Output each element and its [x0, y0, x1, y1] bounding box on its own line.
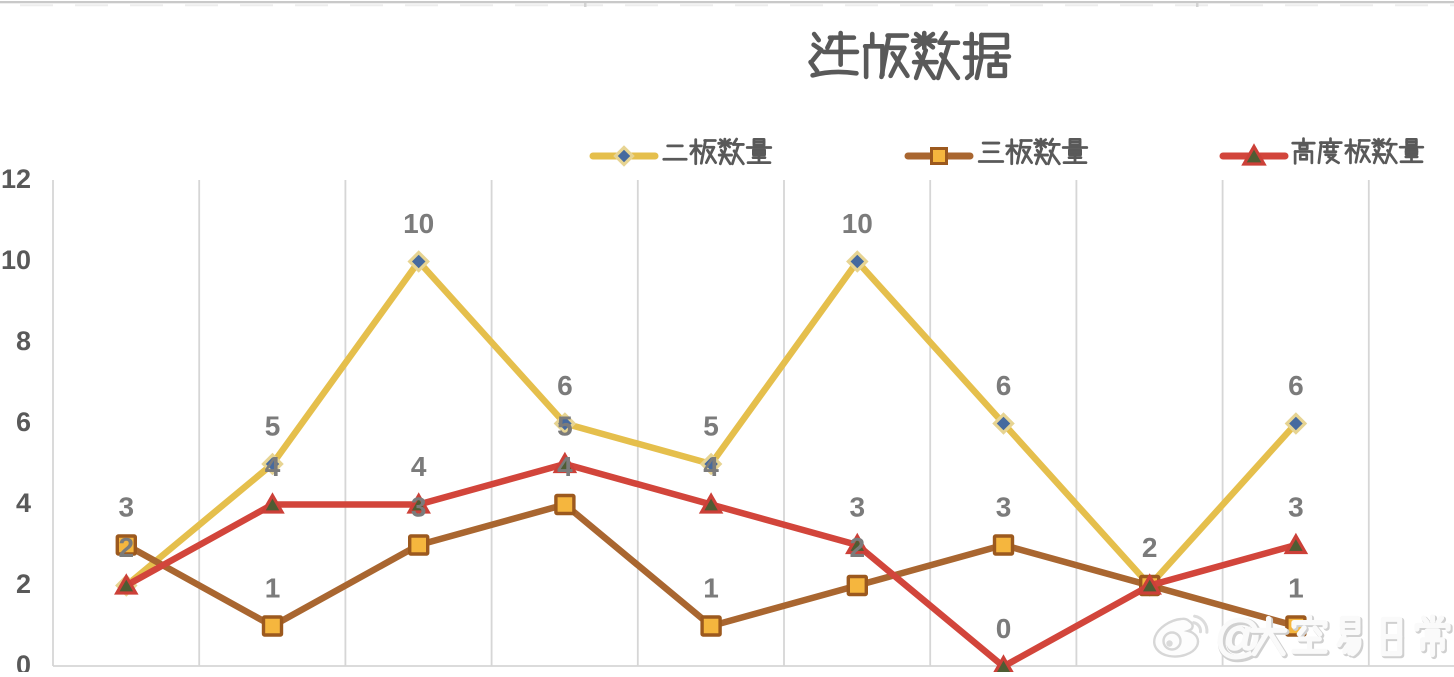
svg-text:4: 4 — [16, 488, 31, 518]
svg-text:3: 3 — [996, 492, 1012, 523]
svg-text:12: 12 — [1, 164, 31, 194]
svg-text:1: 1 — [265, 573, 281, 604]
svg-text:6: 6 — [1288, 370, 1304, 401]
svg-text:0: 0 — [996, 613, 1012, 644]
svg-text:0: 0 — [16, 650, 31, 672]
svg-text:6: 6 — [557, 370, 573, 401]
svg-text:4: 4 — [703, 451, 719, 482]
svg-text:4: 4 — [265, 451, 281, 482]
svg-text:2: 2 — [1142, 532, 1158, 563]
svg-text:6: 6 — [16, 407, 31, 437]
svg-text:@: @ — [1217, 612, 1264, 664]
svg-text:5: 5 — [557, 411, 573, 442]
svg-text:10: 10 — [1, 245, 31, 275]
svg-text:10: 10 — [842, 208, 873, 239]
svg-text:3: 3 — [119, 492, 135, 523]
svg-text:1: 1 — [703, 573, 719, 604]
svg-text:3: 3 — [1288, 492, 1304, 523]
svg-text:3: 3 — [411, 492, 427, 523]
svg-text:5: 5 — [265, 411, 281, 442]
svg-text:1: 1 — [1288, 573, 1304, 604]
svg-text:2: 2 — [119, 532, 135, 563]
svg-text:8: 8 — [16, 326, 31, 356]
svg-text:3: 3 — [850, 492, 866, 523]
svg-text:5: 5 — [703, 411, 719, 442]
svg-text:6: 6 — [996, 370, 1012, 401]
svg-text:2: 2 — [850, 532, 866, 563]
svg-text:10: 10 — [403, 208, 434, 239]
svg-text:2: 2 — [16, 569, 31, 599]
svg-text:4: 4 — [557, 451, 573, 482]
svg-text:4: 4 — [411, 451, 427, 482]
